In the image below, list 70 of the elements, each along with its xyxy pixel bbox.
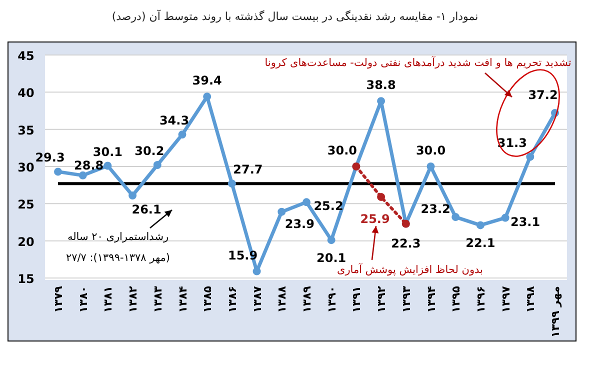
x-tick-label: ۱۳۹۸ <box>524 286 538 313</box>
data-label: 22.3 <box>391 236 421 251</box>
data-label: 23.2 <box>420 202 450 216</box>
x-tick-label: ۱۳۸۲ <box>126 286 140 313</box>
annotation: بدون لحاظ افزایش پوشش آماری <box>337 263 483 276</box>
point <box>54 168 62 176</box>
x-tick-label: ۱۳۸۹ <box>300 286 314 313</box>
point <box>178 130 186 139</box>
x-tick-label: ۱۳۹۴ <box>424 286 438 313</box>
x-tick-label: ۱۳۸۶ <box>226 286 239 313</box>
y-tick-label: 20 <box>18 234 34 249</box>
x-tick-label: ۱۳۹۵ <box>450 286 463 313</box>
annotation: تشدید تحریم ها و افت شدید درآمدهای نفتی دولت- مساعدت‌های کرونا <box>264 56 572 69</box>
annotation: رشداستمراری ۲۰ ساله (مهر ۱۳۷۸-۱۳۹۹): ۲۷/۷ <box>66 231 170 264</box>
data-label: 34.3 <box>159 114 190 128</box>
point <box>78 171 87 180</box>
x-tick-label: ۱۳۷۹ <box>52 286 65 313</box>
x-tick-label: ۱۳۸۵ <box>201 286 214 313</box>
data-label: 37.2 <box>528 88 558 102</box>
x-tick-label: ۱۳۹۶ <box>474 286 488 313</box>
x-tick-label: ۱۳۸۱ <box>102 286 115 313</box>
data-label: 30.0 <box>327 144 358 158</box>
y-tick-label: 35 <box>18 123 34 138</box>
y-tick-label: 30 <box>18 160 34 174</box>
point <box>526 152 534 161</box>
point <box>128 191 137 200</box>
x-tick-label: ۱۳۸۴ <box>176 286 190 313</box>
chart-title: نمودار ۱- مقایسه رشد نقدینگی در بیست سال گذشته با روند متوسط آن (درصد) <box>112 9 478 23</box>
point <box>501 214 510 222</box>
x-tick-label: ۱۳۸۷ <box>250 286 264 313</box>
x-tick-label: ۱۳۹۱ <box>350 286 364 313</box>
point <box>327 236 336 244</box>
point <box>452 213 460 222</box>
point <box>377 97 386 106</box>
point <box>252 267 261 276</box>
x-tick-label: مهر ۱۳۹۹ <box>549 286 562 338</box>
y-tick-label: 15 <box>18 272 34 286</box>
data-label: 27.7 <box>233 162 263 177</box>
point <box>278 208 286 216</box>
y-tick-label: 45 <box>18 49 34 63</box>
x-tick-label: ۱۳۸۸ <box>276 286 289 313</box>
data-label: 30.2 <box>134 144 164 158</box>
point <box>426 162 435 170</box>
data-label: 23.9 <box>284 216 314 231</box>
data-label: 30.1 <box>92 144 123 159</box>
y-tick-label: 25 <box>18 198 34 212</box>
x-tick-label: ۱۳۹۷ <box>499 286 512 313</box>
x-tick-label: ۱۳۹۳ <box>400 286 413 313</box>
x-tick-label: ۱۳۹۰ <box>325 286 338 313</box>
data-label: 38.8 <box>366 78 396 92</box>
data-label: 28.8 <box>74 158 104 172</box>
point <box>377 192 386 201</box>
y-tick-label: 40 <box>18 86 34 100</box>
point <box>476 221 484 230</box>
data-label: 20.1 <box>316 251 346 266</box>
point <box>302 198 310 206</box>
x-tick-label: ۱۳۹۲ <box>375 286 388 313</box>
data-label: 30.0 <box>416 144 446 158</box>
data-label: 26.1 <box>132 202 162 216</box>
data-label: 22.1 <box>466 236 496 250</box>
point <box>104 162 112 170</box>
x-tick-label: ۱۳۸۳ <box>151 286 164 313</box>
x-tick-label: ۱۳۸۰ <box>76 286 90 313</box>
data-label: 23.1 <box>510 214 540 229</box>
data-label: 29.3 <box>35 150 65 165</box>
data-label: 25.9 <box>360 212 390 226</box>
data-label: 39.4 <box>192 74 222 88</box>
point <box>153 161 162 170</box>
point <box>228 180 236 188</box>
point <box>203 92 212 101</box>
